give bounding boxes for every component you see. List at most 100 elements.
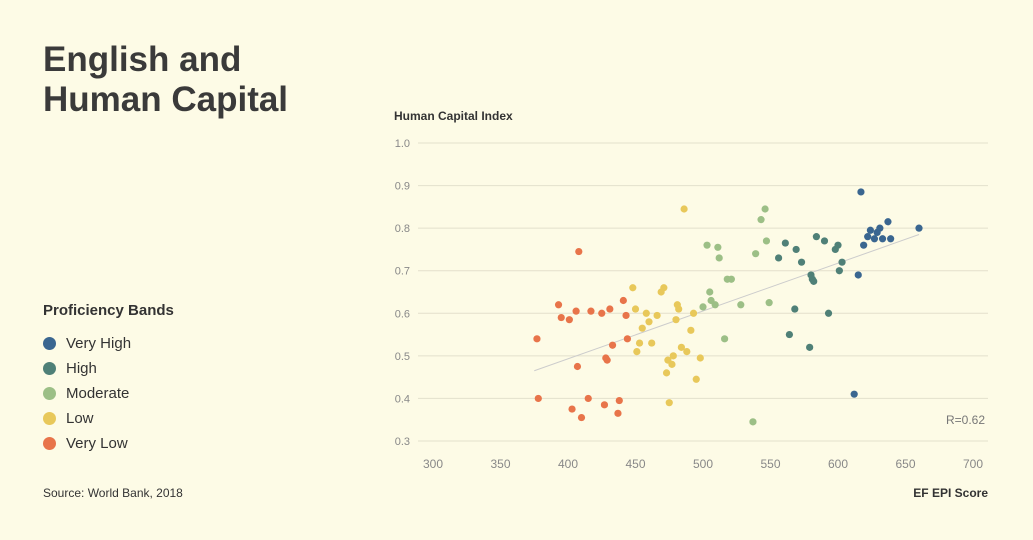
data-point-very-low bbox=[533, 335, 541, 343]
data-point-low bbox=[642, 309, 650, 317]
data-point-low bbox=[635, 339, 644, 347]
data-point-moderate bbox=[721, 335, 729, 343]
data-point-low bbox=[645, 318, 653, 326]
data-point-low bbox=[653, 311, 661, 320]
data-point-low bbox=[662, 369, 671, 377]
y-tick-label: 0.5 bbox=[395, 351, 410, 363]
data-point-low bbox=[696, 354, 704, 362]
legend-swatch-very-low bbox=[43, 437, 56, 450]
data-point-moderate bbox=[757, 216, 765, 224]
data-point-low bbox=[692, 375, 700, 383]
data-point-high bbox=[824, 309, 833, 317]
data-point-moderate bbox=[699, 303, 707, 311]
legend-item-very-low: Very Low bbox=[43, 431, 174, 456]
legend-swatch-low bbox=[43, 412, 56, 425]
x-tick-label: 700 bbox=[963, 457, 983, 471]
y-tick-label: 1.0 bbox=[395, 138, 410, 150]
data-point-low bbox=[648, 339, 656, 347]
data-point-low bbox=[669, 352, 677, 360]
data-point-high bbox=[838, 258, 846, 266]
data-point-moderate bbox=[762, 237, 771, 245]
data-point-moderate bbox=[703, 241, 711, 249]
y-tick-label: 0.9 bbox=[395, 181, 410, 193]
data-point-low bbox=[689, 309, 698, 317]
legend-title: Proficiency Bands bbox=[43, 302, 174, 319]
data-point-low bbox=[683, 348, 691, 356]
y-axis-label: Human Capital Index bbox=[394, 109, 513, 123]
legend-item-very-high: Very High bbox=[43, 331, 174, 356]
legend-item-low: Low bbox=[43, 406, 174, 431]
data-point-moderate bbox=[711, 301, 719, 309]
data-point-moderate bbox=[749, 418, 757, 426]
data-point-very-low bbox=[568, 405, 576, 413]
data-point-moderate bbox=[761, 205, 769, 213]
data-point-moderate bbox=[765, 299, 773, 307]
data-point-low bbox=[633, 348, 641, 356]
data-point-very-low bbox=[615, 396, 623, 405]
data-point-very-high bbox=[864, 233, 872, 241]
x-tick-label: 650 bbox=[895, 457, 915, 471]
data-point-very-low bbox=[587, 307, 595, 315]
legend-item-high: High bbox=[43, 356, 174, 381]
legend-label: Moderate bbox=[66, 385, 130, 402]
data-point-very-high bbox=[870, 235, 879, 243]
x-tick-label: 600 bbox=[828, 457, 848, 471]
data-point-very-high bbox=[857, 188, 865, 196]
data-point-very-low bbox=[554, 301, 563, 309]
correlation-annotation: R=0.62 bbox=[946, 413, 985, 427]
data-point-very-low bbox=[572, 307, 580, 315]
data-point-high bbox=[781, 239, 789, 247]
data-point-moderate bbox=[727, 275, 735, 283]
data-point-low bbox=[677, 343, 686, 351]
data-point-very-low bbox=[557, 313, 565, 322]
data-point-high bbox=[806, 343, 814, 351]
legend-label: Very High bbox=[66, 335, 132, 352]
data-point-low bbox=[672, 316, 680, 324]
data-point-high bbox=[785, 330, 794, 339]
data-point-very-high bbox=[876, 224, 884, 232]
legend-label: Low bbox=[66, 410, 94, 427]
legend-label: High bbox=[66, 360, 97, 377]
data-point-low bbox=[687, 326, 695, 334]
data-point-very-high bbox=[850, 390, 858, 398]
y-tick-label: 0.7 bbox=[395, 266, 410, 278]
trend-line bbox=[534, 234, 920, 372]
y-tick-label: 0.4 bbox=[395, 393, 410, 405]
data-point-high bbox=[812, 233, 821, 241]
data-point-low bbox=[629, 284, 637, 292]
data-point-very-low bbox=[606, 305, 614, 313]
page-title: English and Human Capital bbox=[43, 40, 289, 119]
data-point-very-high bbox=[887, 235, 895, 243]
data-point-very-low bbox=[534, 394, 542, 403]
x-tick-label: 300 bbox=[423, 457, 443, 471]
data-point-high bbox=[835, 267, 843, 275]
data-point-low bbox=[631, 305, 640, 313]
source-note: Source: World Bank, 2018 bbox=[43, 486, 183, 500]
data-point-low bbox=[665, 399, 673, 407]
data-point-very-high bbox=[860, 241, 868, 249]
data-point-very-low bbox=[584, 394, 592, 403]
legend: Proficiency Bands Very High High Moderat… bbox=[43, 302, 174, 456]
data-point-moderate bbox=[706, 288, 714, 296]
data-point-moderate bbox=[737, 301, 745, 309]
data-point-moderate bbox=[752, 250, 760, 258]
data-point-low bbox=[668, 360, 676, 368]
data-point-low bbox=[660, 284, 668, 292]
x-tick-label: 350 bbox=[490, 457, 510, 471]
legend-swatch-moderate bbox=[43, 387, 56, 400]
data-point-very-low bbox=[622, 311, 630, 320]
data-point-very-low bbox=[575, 247, 583, 256]
data-point-high bbox=[810, 277, 818, 285]
data-point-very-low bbox=[577, 413, 586, 422]
data-point-very-high bbox=[854, 271, 862, 279]
x-tick-label: 450 bbox=[625, 457, 645, 471]
data-point-moderate bbox=[715, 254, 723, 262]
data-point-high bbox=[820, 237, 829, 245]
data-point-very-low bbox=[614, 409, 622, 417]
data-point-high bbox=[775, 254, 783, 262]
x-axis-label: EF EPI Score bbox=[913, 486, 988, 500]
data-point-very-low bbox=[608, 341, 617, 349]
data-point-very-low bbox=[598, 309, 606, 317]
data-point-very-low bbox=[623, 335, 632, 343]
